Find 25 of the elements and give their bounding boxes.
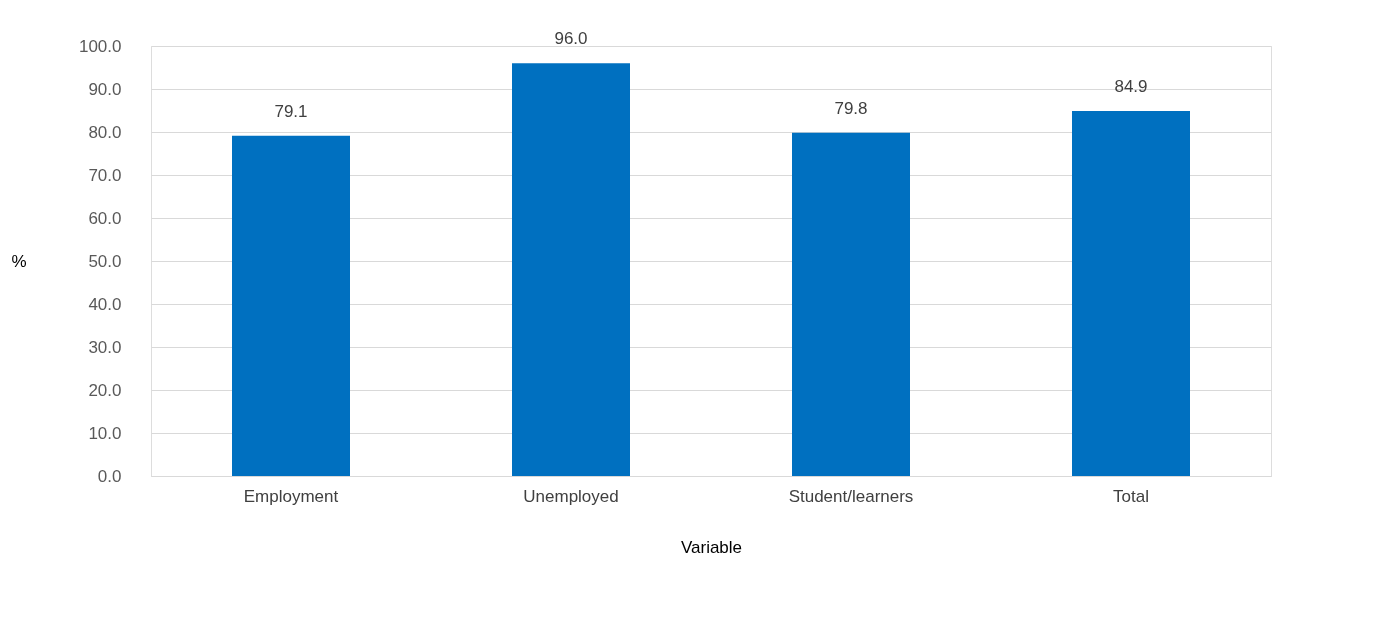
y-tick-label: 40.0 [88, 294, 122, 314]
y-tick-label: 100.0 [78, 36, 122, 56]
y-axis-title: % [11, 251, 27, 271]
y-tick-label: 80.0 [88, 122, 122, 142]
data-label: 79.8 [834, 98, 868, 118]
bar [232, 135, 350, 476]
x-tick-label: Employment [243, 486, 339, 506]
x-tick-label: Student/learners [788, 486, 914, 506]
y-tick-label: 60.0 [88, 208, 122, 228]
y-tick-label: 70.0 [88, 165, 122, 185]
y-tick-label: 90.0 [88, 79, 122, 99]
y-tick-label: 30.0 [88, 337, 122, 357]
x-tick-label: Total [1113, 486, 1149, 506]
y-tick-label: 20.0 [88, 380, 122, 400]
y-tick-label: 10.0 [88, 423, 122, 443]
x-tick-label: Unemployed [523, 486, 619, 506]
bar [512, 63, 630, 476]
y-tick-label: 0.0 [97, 466, 122, 486]
bar [792, 132, 910, 476]
y-tick-label: 50.0 [88, 251, 122, 271]
data-label: 96.0 [554, 29, 588, 49]
bar [1072, 110, 1190, 476]
data-label: 79.1 [274, 101, 308, 121]
x-axis-title: Variable [680, 537, 743, 557]
data-label: 84.9 [1114, 76, 1148, 96]
